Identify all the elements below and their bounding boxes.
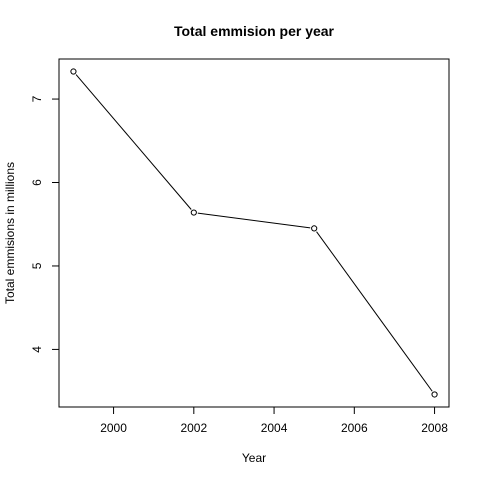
y-tick-label: 7	[30, 95, 44, 102]
x-tick-label: 2006	[341, 421, 368, 435]
y-tick-label: 6	[30, 179, 44, 186]
series-line-segment	[316, 231, 433, 392]
chart-title: Total emmision per year	[174, 23, 335, 39]
y-axis: 4 5 6 7	[30, 95, 59, 353]
x-tick-label: 2008	[421, 421, 448, 435]
series-line-segment	[197, 212, 311, 229]
series-layer	[70, 68, 438, 398]
x-tick-label: 2004	[261, 421, 288, 435]
y-tick-label: 4	[30, 346, 44, 353]
x-tick-label: 2002	[180, 421, 207, 435]
plot-frame	[58, 58, 450, 408]
data-point	[311, 225, 318, 232]
data-point	[70, 68, 77, 75]
data-point	[190, 209, 197, 216]
x-axis: 2000 2002 2004 2006 2008	[100, 407, 448, 435]
y-axis-label: Total emmisions in millions	[3, 162, 17, 304]
series-line-segment	[75, 74, 192, 210]
x-axis-label: Year	[242, 451, 266, 465]
data-point	[431, 391, 438, 398]
x-tick-label: 2000	[100, 421, 127, 435]
y-tick-label: 5	[30, 262, 44, 269]
